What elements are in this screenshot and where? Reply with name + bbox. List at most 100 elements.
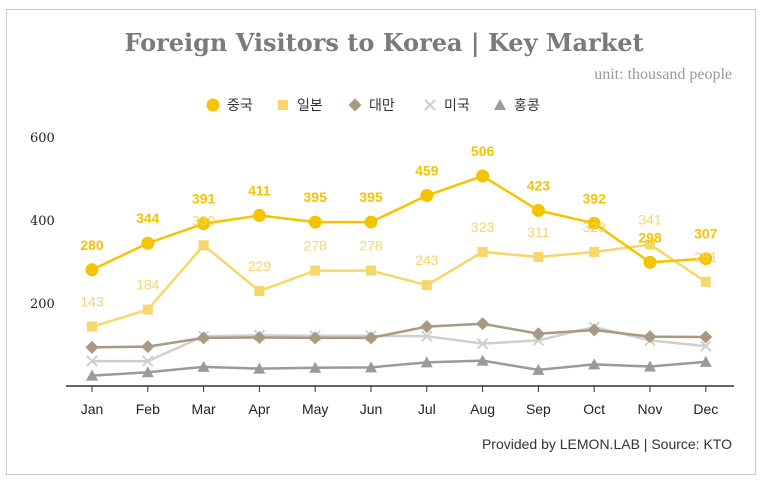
x-tick-label: Sep [526,401,551,417]
point-marker [278,100,288,110]
data-label: 459 [415,163,439,179]
point-marker [476,354,489,366]
point-marker [141,340,155,354]
data-label: 251 [694,249,718,265]
point-marker [424,99,436,111]
legend-item: 중국 [206,97,253,113]
point-marker [420,356,433,368]
y-tick-label: 200 [30,297,55,312]
point-marker [365,361,377,373]
point-marker [197,331,211,345]
data-label: 298 [638,229,662,245]
point-marker [310,265,321,276]
legend-label: 홍콩 [514,97,540,113]
series-line [91,174,706,271]
x-tick-label: Jul [418,401,436,417]
point-marker [699,252,713,266]
point-marker [197,360,210,372]
data-label: 423 [527,177,551,193]
series-line [91,322,706,349]
point-marker [531,327,545,341]
chart-title: Foreign Visitors to Korea | Key Market [124,28,644,57]
point-marker [700,340,712,352]
x-tick-label: Aug [470,401,495,417]
point-marker [364,331,378,345]
data-labels: 280 344 391 411 395 395 459 506 423 392 298 307 143 1… [80,143,717,310]
series-미국 [86,321,712,367]
point-marker [85,340,99,354]
y-tick-label: 600 [30,131,55,146]
point-marker [141,236,155,250]
chart-axes: Jan Feb Mar Apr May Jun Jul Aug Sep Oct Nov Dec 200 4… [30,131,734,417]
x-tick-label: Jan [81,401,104,417]
unit-label: unit: thousand people [594,66,732,83]
point-marker [86,355,98,367]
point-marker [85,263,99,277]
point-marker [308,331,322,345]
data-label: 391 [192,191,216,207]
point-marker [197,217,211,231]
legend-item: 홍콩 [494,97,540,113]
point-marker [421,330,433,342]
data-label: 411 [248,182,271,198]
x-tick-label: Feb [136,401,160,417]
point-marker [589,246,600,257]
x-tick-label: Dec [693,401,718,417]
x-tick-label: Oct [583,401,605,417]
point-marker [532,363,545,375]
data-label: 184 [136,277,160,293]
legend-label: 중국 [227,97,253,113]
series-line [91,243,707,328]
point-marker [252,208,266,222]
point-marker [587,216,601,230]
point-marker [645,239,655,250]
point-marker [308,215,322,229]
point-marker [252,330,266,344]
point-marker [643,255,657,269]
data-label: 280 [80,237,104,253]
point-marker [476,337,489,350]
point-marker [699,330,713,344]
series-중국 [85,169,713,277]
source-credit: Provided by LEMON.LAB | Source: KTO [481,436,732,452]
point-marker [142,304,153,315]
data-label: 278 [359,238,383,254]
point-marker [476,317,490,331]
series-대만 [85,317,713,354]
legend-label: 대만 [369,97,395,113]
series-홍콩 [86,354,712,381]
legend-item: 대만 [348,97,395,113]
chart-series [85,169,713,381]
data-label: 311 [527,224,550,240]
data-label: 278 [304,238,328,254]
point-marker [87,321,97,332]
data-label: 395 [359,189,383,205]
legend-item: 일본 [278,97,323,113]
point-marker [477,246,488,257]
point-marker [421,280,432,291]
data-label: 506 [471,143,495,159]
point-marker [494,99,506,110]
point-marker [86,369,98,381]
point-marker [588,358,601,370]
data-label: 339 [192,212,216,228]
data-label: 392 [583,190,607,206]
chart-frame [6,9,756,475]
point-marker [587,323,601,337]
x-tick-label: Nov [638,401,663,417]
point-marker [348,98,362,112]
point-marker [206,98,220,112]
point-marker [253,362,266,374]
legend-item: 미국 [424,97,470,113]
x-tick-label: Jun [360,401,383,417]
point-marker [254,285,265,296]
point-marker [533,251,544,262]
point-marker [366,265,376,276]
data-label: 344 [136,210,160,226]
point-marker [699,355,712,367]
y-tick-label: 400 [30,214,55,229]
data-label: 243 [415,252,439,268]
point-marker [531,203,545,217]
point-marker [476,169,490,183]
